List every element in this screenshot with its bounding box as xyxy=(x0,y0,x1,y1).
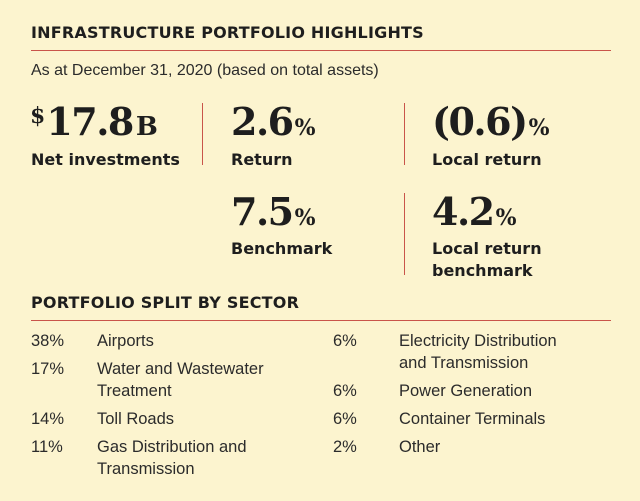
title-divider xyxy=(31,50,611,51)
divider-vertical-2 xyxy=(404,103,405,165)
page-title: INFRASTRUCTURE PORTFOLIO HIGHLIGHTS xyxy=(31,23,424,42)
sector-pct-power: 6% xyxy=(333,382,357,400)
sector-name-gas: Gas Distribution and Transmission xyxy=(97,438,247,478)
local-return-benchmark-label: Local return benchmark xyxy=(432,239,542,280)
sector-name-other: Other xyxy=(399,438,441,456)
sector-divider xyxy=(31,320,611,321)
net-investments-value: $17.8 B xyxy=(30,99,158,144)
return-label: Return xyxy=(231,150,293,169)
sector-name-container: Container Terminals xyxy=(399,410,546,428)
benchmark-value: 7.5% xyxy=(231,189,316,234)
divider-vertical-3 xyxy=(404,193,405,275)
sector-name-toll-roads: Toll Roads xyxy=(97,410,175,428)
divider-vertical-1 xyxy=(202,103,203,165)
local-return-value: (0.6)% xyxy=(432,99,550,144)
sector-pct-other: 2% xyxy=(333,438,357,456)
sector-name-water: Water and Wastewater Treatment xyxy=(97,360,264,400)
sector-name-airports: Airports xyxy=(97,332,154,350)
sector-pct-gas: 11% xyxy=(31,438,63,456)
sector-pct-water: 17% xyxy=(31,360,65,378)
sector-pct-toll-roads: 14% xyxy=(31,410,65,428)
local-return-benchmark-value: 4.2% xyxy=(432,189,517,234)
subtitle: As at December 31, 2020 (based on total … xyxy=(31,62,379,79)
net-investments-label: Net investments xyxy=(31,150,180,169)
sector-pct-container: 6% xyxy=(333,410,357,428)
return-value: 2.6% xyxy=(231,99,316,144)
sector-pct-airports: 38% xyxy=(31,332,65,350)
sector-name-power: Power Generation xyxy=(399,382,532,400)
local-return-label: Local return xyxy=(432,150,542,169)
sector-split-title: PORTFOLIO SPLIT BY SECTOR xyxy=(31,293,300,312)
benchmark-label: Benchmark xyxy=(231,239,333,258)
sector-name-electricity: Electricity Distribution and Transmission xyxy=(399,332,557,372)
sector-pct-electricity: 6% xyxy=(333,332,357,350)
